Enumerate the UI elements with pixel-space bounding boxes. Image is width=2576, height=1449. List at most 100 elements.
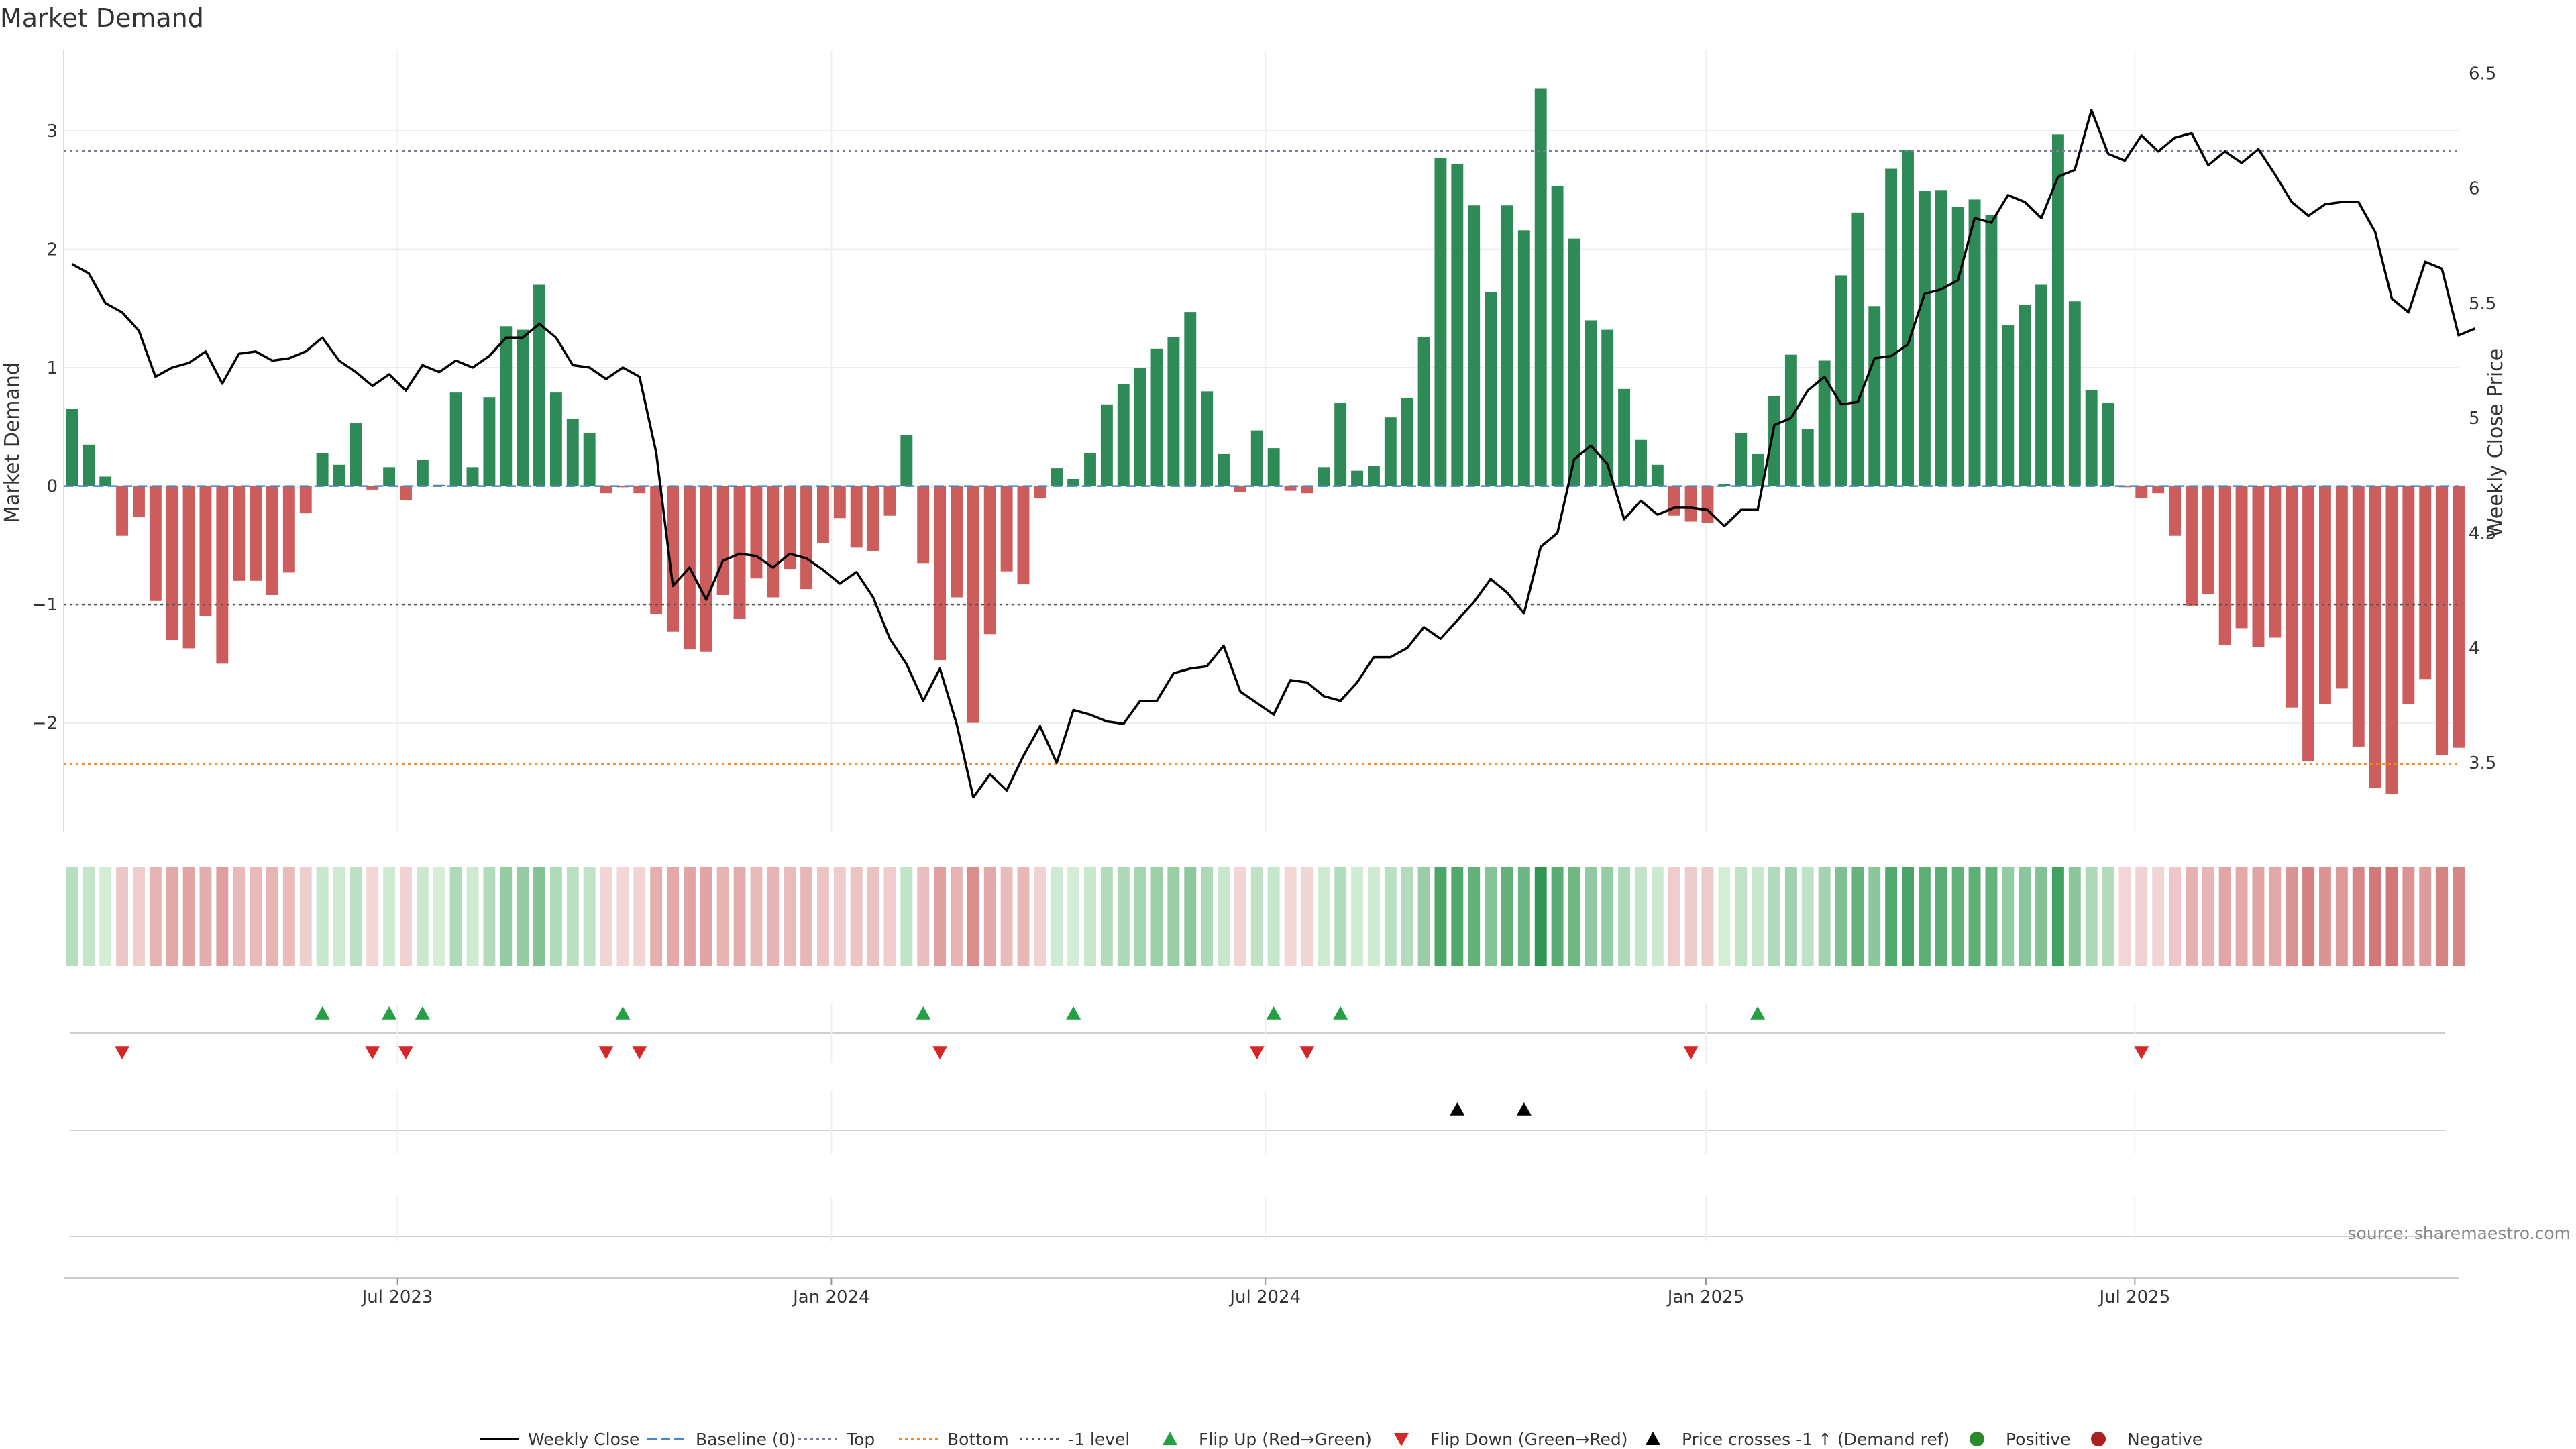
heat-cell — [1534, 867, 1547, 966]
demand-bar — [1468, 205, 1481, 486]
demand-bar — [2385, 486, 2398, 794]
heat-cell — [166, 867, 178, 966]
legend-swatch — [1163, 1432, 1177, 1445]
demand-bar — [2319, 486, 2331, 704]
heat-cell — [2252, 867, 2265, 966]
heat-cell — [2035, 867, 2048, 966]
demand-bar — [483, 397, 496, 486]
demand-bar — [716, 486, 729, 595]
legend-item: Top — [798, 1430, 875, 1449]
right-tick-label: 3.5 — [2469, 753, 2496, 773]
demand-bar — [1067, 478, 1080, 486]
right-tick-label: 6.5 — [2469, 64, 2496, 84]
demand-bar — [1618, 388, 1631, 486]
demand-bar — [2068, 301, 2081, 486]
heat-cell — [1434, 867, 1447, 966]
demand-bar — [266, 486, 278, 595]
heat-cell — [1684, 867, 1697, 966]
demand-bar — [583, 433, 596, 486]
demand-bar — [616, 486, 629, 488]
demand-bar — [400, 486, 412, 500]
demand-bar — [934, 486, 947, 661]
demand-bar — [800, 486, 813, 590]
demand-bar — [2218, 486, 2231, 645]
flip-down-marker — [1249, 1046, 1265, 1059]
demand-bar — [983, 486, 996, 635]
heat-cell — [667, 867, 680, 966]
demand-bar — [867, 486, 879, 551]
demand-bar — [566, 418, 579, 486]
demand-bar — [1000, 486, 1013, 572]
demand-bar — [700, 486, 712, 652]
demand-bar — [316, 453, 329, 486]
heat-cell — [1051, 867, 1063, 966]
heat-cell — [2169, 867, 2182, 966]
heat-cell — [517, 867, 529, 966]
heat-cell — [583, 867, 596, 966]
flip-up-marker — [1266, 1006, 1281, 1020]
heat-cell — [1234, 867, 1246, 966]
demand-bar — [1534, 88, 1547, 486]
left-tick-label: 2 — [46, 240, 58, 260]
demand-bar — [99, 476, 112, 486]
demand-bar — [199, 486, 212, 616]
heat-cell — [650, 867, 663, 966]
heat-cell — [1818, 867, 1831, 966]
demand-bar — [149, 486, 162, 601]
heat-cell — [1334, 867, 1347, 966]
demand-bar — [1568, 238, 1580, 486]
heat-cell — [1585, 867, 1597, 966]
heat-cell — [2436, 867, 2449, 966]
legend-item: Baseline (0) — [647, 1430, 796, 1449]
demand-bar — [2436, 486, 2449, 755]
heat-cell — [1218, 867, 1230, 966]
heat-cell — [2335, 867, 2348, 966]
heat-cell — [2002, 867, 2015, 966]
demand-bar — [2019, 305, 2031, 486]
demand-bar — [1051, 468, 1063, 486]
heat-cell — [266, 867, 278, 966]
heat-cell — [1601, 867, 1614, 966]
heat-cell — [99, 867, 112, 966]
demand-bar — [1668, 486, 1680, 516]
demand-bar — [1334, 403, 1347, 486]
heat-cell — [1100, 867, 1113, 966]
legend-label: Baseline (0) — [696, 1430, 796, 1449]
demand-bar — [116, 486, 129, 536]
demand-bar — [2286, 486, 2298, 708]
heat-cell — [1735, 867, 1748, 966]
demand-bar — [1735, 433, 1748, 486]
heat-cell — [250, 867, 262, 966]
demand-bar — [1134, 368, 1146, 486]
heat-cell — [1718, 867, 1731, 966]
demand-bar — [2102, 403, 2114, 486]
left-axis-label: Market Demand — [1, 362, 24, 523]
demand-bar — [833, 486, 846, 519]
heat-cell — [900, 867, 913, 966]
heat-cell — [2185, 867, 2198, 966]
demand-bar — [1017, 486, 1030, 585]
demand-bar — [2202, 486, 2214, 594]
heat-cell — [1134, 867, 1146, 966]
heat-cell — [951, 867, 963, 966]
heat-cell — [1635, 867, 1647, 966]
demand-bar — [2235, 486, 2248, 629]
heat-cell — [2385, 867, 2398, 966]
legend-swatch — [1646, 1432, 1660, 1445]
legend-item: Price crosses -1 ↑ (Demand ref) — [1646, 1430, 1949, 1449]
demand-bar — [1417, 337, 1430, 486]
legend-label: Bottom — [947, 1430, 1009, 1449]
demand-bar — [650, 486, 663, 614]
heat-cell — [1184, 867, 1197, 966]
heat-cell — [2369, 867, 2381, 966]
demand-bar — [1117, 384, 1130, 486]
x-axis: Jul 2023 Jan 2024 Jul 2024 Jan 2025 Jul 2025 — [64, 1277, 2459, 1307]
demand-bar — [366, 486, 379, 490]
heat-cell — [1367, 867, 1380, 966]
heat-cell — [1485, 867, 1497, 966]
demand-heat-strip — [66, 867, 2465, 966]
demand-bar — [1835, 275, 1847, 486]
legend-label: Negative — [2127, 1430, 2202, 1449]
demand-bar — [250, 486, 262, 581]
heat-cell — [1517, 867, 1530, 966]
